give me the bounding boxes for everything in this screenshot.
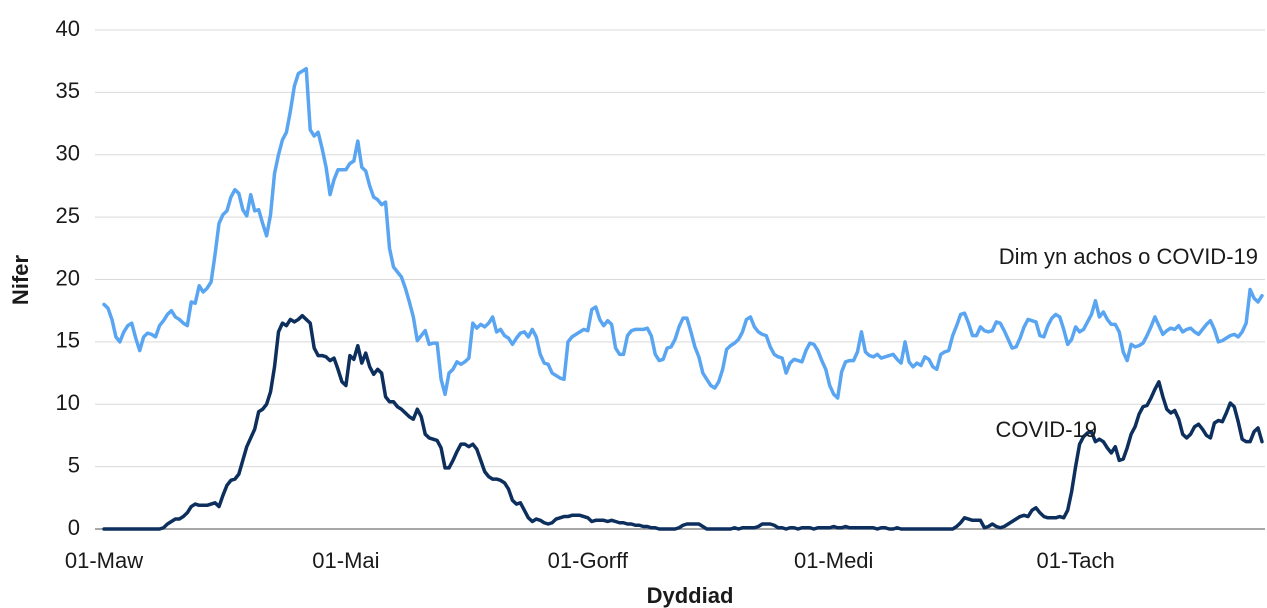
x-tick-label: 01-Medi (794, 548, 873, 573)
y-tick-label: 5 (68, 452, 80, 477)
y-tick-label: 10 (56, 390, 80, 415)
series-label: COVID-19 (996, 417, 1097, 442)
y-tick-label: 25 (56, 203, 80, 228)
series-label: Dim yn achos o COVID-19 (999, 244, 1258, 269)
series-line (102, 66, 1264, 400)
x-tick-label: 01-Mai (312, 548, 379, 573)
y-tick-label: 40 (56, 16, 80, 41)
y-tick-label: 20 (56, 265, 80, 290)
x-axis-title: Dyddiad (647, 583, 734, 608)
x-tick-label: 01-Tach (1036, 548, 1114, 573)
x-tick-label: 01-Gorff (548, 548, 629, 573)
x-tick-label: 01-Maw (65, 548, 143, 573)
y-tick-label: 0 (68, 515, 80, 540)
y-tick-label: 35 (56, 78, 80, 103)
y-axis-title: Nifer (8, 255, 33, 306)
y-tick-label: 15 (56, 328, 80, 353)
y-tick-label: 30 (56, 141, 80, 166)
series-line (102, 313, 1264, 531)
